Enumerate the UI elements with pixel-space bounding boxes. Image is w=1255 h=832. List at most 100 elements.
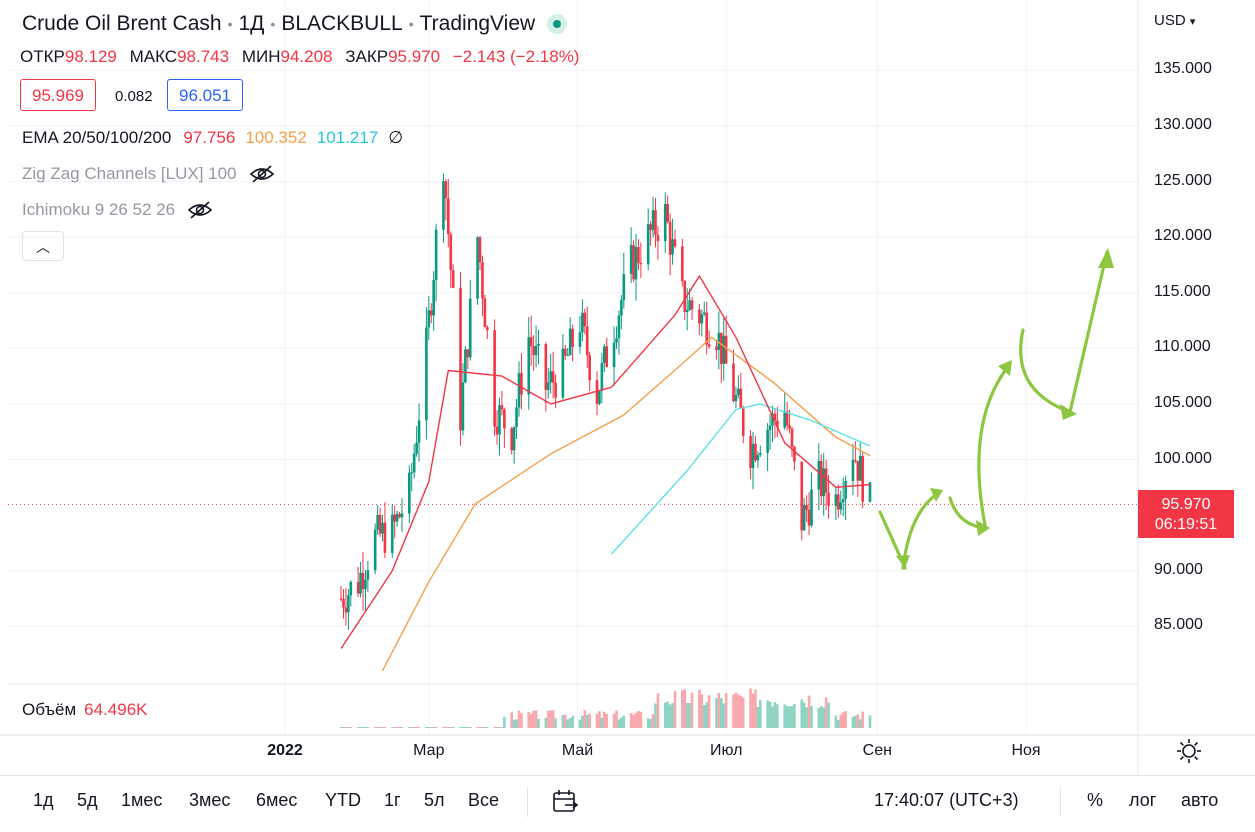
currency-selector[interactable]: USD ▾ [1154,12,1195,29]
arrow-head [976,520,990,536]
indicator-ichimoku[interactable]: Ichimoku 9 26 52 26 [22,200,213,220]
candle-body [802,505,806,531]
candle-body [837,494,840,510]
candle-body [408,472,411,514]
volume-bar [546,710,550,728]
volume-bar [395,727,399,728]
percent-toggle[interactable]: % [1087,790,1104,810]
candle-body [468,298,472,358]
volume-bar [666,701,669,728]
range-button[interactable]: 3мес [189,790,231,810]
candle-body [581,312,584,333]
low-value: 94.208 [280,47,333,66]
candle-body [858,455,862,481]
volume-bar [732,694,735,728]
candle-body [817,461,821,490]
volume-bar [754,689,757,728]
candle-body [698,309,701,324]
arrow-head [1060,404,1077,420]
candle-body [415,442,418,454]
volume-bar [605,714,609,728]
volume-bar [649,718,652,728]
candle-body [868,482,872,502]
candle-body [376,514,379,530]
candle-body [483,298,487,328]
indicator-zigzag[interactable]: Zig Zag Channels [LUX] 100 [22,164,275,184]
interval-label[interactable]: 1Д [238,12,265,35]
candle-body [807,509,811,526]
auto-toggle[interactable]: авто [1181,790,1219,810]
zigzag-label: Zig Zag Channels [LUX] 100 [22,164,237,183]
candle-body [444,181,448,199]
volume-bar [858,719,862,728]
title-separator: • [408,16,414,32]
volume-bar [822,707,825,728]
candle-body [366,570,370,580]
volume-bar [417,727,421,728]
market-status-icon[interactable] [547,14,568,34]
volume-bar [544,717,548,728]
volume-bar [415,727,418,728]
volume-bar [671,703,674,728]
volume-bar [427,727,431,728]
volume-bar [788,706,791,728]
price-tick-label: 90.000 [1154,560,1203,578]
candle-body [722,335,726,364]
calendar-range-icon[interactable] [551,789,579,815]
candle-body [449,234,453,271]
volume-bar [551,710,555,728]
high-value: 98.743 [177,47,230,66]
projection-arrow [1068,250,1109,414]
eye-crossed-icon[interactable] [249,164,275,184]
volume-bar [698,689,701,728]
candle-body [512,426,516,451]
change-value: −2.143 (−2.18%) [452,47,580,66]
candle-body [841,499,845,503]
candle-body [639,262,643,265]
range-button[interactable]: 1мес [121,790,163,810]
candle-body [534,345,538,356]
chart-canvas[interactable] [0,0,1255,775]
range-button[interactable]: 5л [424,790,445,810]
candle-body [478,237,482,263]
symbol-title[interactable]: Crude Oil Brent Cash • 1Д • BLACKBULL • … [22,12,568,36]
range-button[interactable]: YTD [325,790,361,810]
volume-bar [400,727,404,728]
range-button[interactable]: 1д [33,790,54,810]
candle-body [342,598,345,608]
indicator-ema[interactable]: EMA 20/50/100/200 97.756 100.352 101.217… [22,128,403,148]
sell-price-button[interactable]: 95.969 [20,79,96,111]
range-button[interactable]: Все [468,790,500,810]
range-button[interactable]: 1г [384,790,401,810]
candle-body [461,382,465,431]
clock-timezone[interactable]: 17:40:07 (UTC+3) [874,790,1019,810]
log-toggle[interactable]: лог [1129,790,1157,810]
candle-body [356,581,360,594]
collapse-legend-button[interactable]: ︿ [22,231,64,261]
candle-body [685,309,689,313]
volume-bar [434,727,438,728]
volume-bar [478,727,482,728]
candle-body [527,337,531,395]
candle-body [344,607,348,613]
range-button[interactable]: 5д [77,790,98,810]
candle-body [417,420,421,443]
candle-body [615,338,618,343]
volume-bar [620,717,623,728]
settings-sun-icon[interactable] [1176,738,1202,764]
candle-body [854,459,857,461]
candle-body [629,245,633,274]
candle-body [515,407,518,427]
buy-price-button[interactable]: 96.051 [167,79,243,111]
candle-body [464,349,467,383]
source-label: TradingView [419,12,536,35]
volume-bar [342,727,345,728]
volume-bar [520,713,523,728]
volume-bar [615,710,618,728]
range-button[interactable]: 6мес [256,790,298,810]
volume-bar [749,688,752,728]
volume-bar [561,715,565,728]
candle-body [766,430,769,453]
projection-arrow [1019,328,1072,414]
eye-crossed-icon[interactable] [187,200,213,220]
